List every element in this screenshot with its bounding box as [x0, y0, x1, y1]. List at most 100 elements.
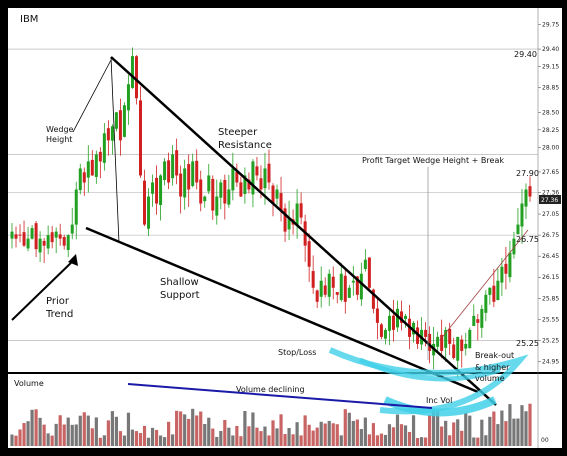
candle-body [327, 273, 331, 297]
volume-bar [323, 423, 327, 446]
volume-bar [239, 436, 243, 446]
steeper-resistance-line [110, 56, 497, 406]
volume-bar [90, 428, 94, 446]
candle-body [187, 164, 191, 190]
candle-body [267, 163, 271, 183]
volume-bar [291, 434, 295, 446]
candle-body [251, 161, 255, 195]
volume-bar [110, 411, 114, 446]
candle-body [259, 178, 263, 190]
volume-bar [327, 420, 331, 446]
volume-bar [512, 418, 516, 446]
volume-bar [263, 426, 267, 446]
volume-bar [175, 410, 179, 446]
candle-body [106, 128, 110, 141]
candle-body [102, 133, 106, 163]
candle-body [219, 182, 223, 198]
prior-trend-arrowhead [68, 254, 78, 266]
candle-body [163, 161, 167, 180]
volume-bar [86, 415, 90, 446]
candle-body [379, 324, 383, 337]
candle-body [307, 241, 311, 267]
level-label-27-90: 27.90 [516, 169, 539, 178]
candle-body [375, 308, 379, 323]
price-tick-label: 29.15 [542, 64, 559, 71]
candle-body [279, 193, 283, 211]
candle-body [211, 178, 215, 211]
volume-bar [488, 416, 492, 446]
volume-bar [231, 435, 235, 446]
price-tick-label: 28.85 [542, 85, 559, 92]
candle-body [151, 182, 155, 194]
volume-bar [395, 414, 400, 446]
breakout-highlight-arc-inner [358, 357, 501, 382]
volume-bar [50, 435, 54, 446]
volume-bar [363, 417, 367, 446]
volume-bar [432, 410, 436, 446]
candle-body [243, 175, 247, 194]
volume-bar [247, 426, 251, 446]
current-price-badge [539, 195, 561, 204]
candle-body [347, 287, 351, 298]
shallow-support-line [85, 226, 479, 394]
candle-body [263, 168, 267, 189]
volume-bar [387, 424, 392, 446]
candle-body [167, 160, 171, 183]
volume-bar [335, 424, 339, 446]
level-label-29-40: 29.40 [514, 50, 537, 59]
volume-bar [255, 427, 259, 446]
volume-bar [38, 417, 42, 446]
volume-bar [191, 408, 195, 446]
volume-bar [271, 420, 275, 446]
volume-bar [399, 424, 404, 446]
volume-bar [122, 435, 127, 446]
candle-body [400, 311, 404, 323]
volume-bar [243, 410, 247, 446]
candle-body [22, 232, 26, 246]
volume-bar [183, 414, 187, 446]
candle-body [488, 287, 492, 295]
volume-bars [10, 403, 532, 446]
volume-bar [287, 427, 291, 446]
steeper-resistance-label-2: Resistance [218, 140, 272, 151]
volume-bar [476, 437, 480, 446]
candle-body [424, 329, 428, 337]
price-tick-label: 25.85 [542, 295, 559, 302]
current-price-label: 27.36 [541, 197, 558, 204]
volume-bar [524, 411, 528, 446]
volume-bar [311, 430, 315, 446]
volume-bar [207, 417, 211, 446]
volume-bar [259, 431, 263, 446]
price-tick-label: 29.75 [542, 22, 559, 29]
volume-bar [339, 435, 343, 446]
candle-body [203, 196, 207, 202]
candle-body [171, 154, 175, 179]
volume-bar [78, 415, 82, 446]
price-tick-label: 28.50 [542, 109, 559, 116]
volume-bar [423, 437, 428, 446]
volume-bar [303, 415, 307, 446]
volume-bar [82, 412, 86, 446]
candle-body [331, 276, 335, 288]
volume-bar [179, 411, 183, 446]
candle-body [90, 159, 94, 176]
candle-body [404, 315, 408, 320]
volume-bar [343, 409, 347, 446]
volume-bar [391, 427, 396, 446]
price-tick-label: 28.25 [542, 127, 559, 134]
candle-body [191, 161, 195, 187]
volume-bar [10, 434, 14, 446]
volume-bar [283, 434, 287, 446]
breakout-label-3: volume [475, 374, 505, 383]
candle-body [456, 336, 460, 361]
volume-bar [275, 428, 279, 446]
volume-panel-title: Volume [14, 379, 44, 388]
volume-bar [126, 412, 131, 446]
volume-bar [18, 429, 22, 446]
candle-body [359, 273, 363, 300]
volume-bar [138, 433, 143, 446]
volume-bar [428, 415, 432, 446]
candle-body [287, 217, 291, 230]
candle-body [159, 175, 163, 206]
volume-bar [359, 429, 363, 446]
